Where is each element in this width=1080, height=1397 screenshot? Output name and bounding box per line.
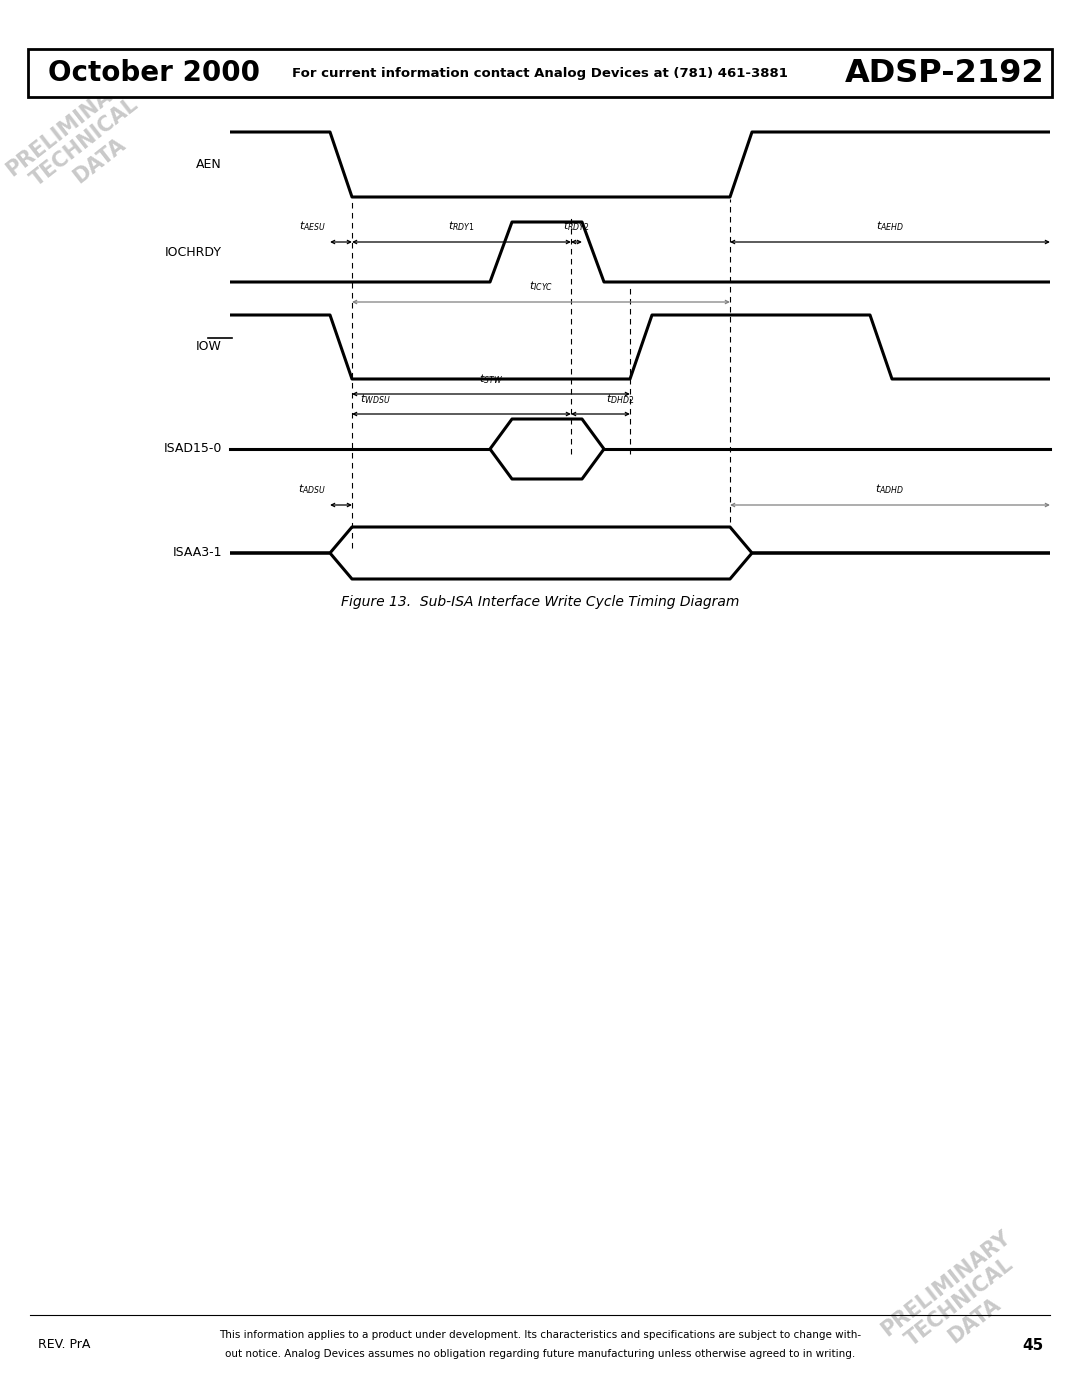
Text: IOW: IOW xyxy=(197,341,222,353)
Text: $t_{WDSU}$: $t_{WDSU}$ xyxy=(360,393,391,407)
Text: 45: 45 xyxy=(1023,1337,1044,1352)
Text: REV. PrA: REV. PrA xyxy=(38,1338,91,1351)
Text: For current information contact Analog Devices at (781) 461-3881: For current information contact Analog D… xyxy=(292,67,788,80)
Text: $t_{ICYC}$: $t_{ICYC}$ xyxy=(529,279,553,293)
Text: $t_{AEHD}$: $t_{AEHD}$ xyxy=(876,219,904,233)
Text: $t_{ADHD}$: $t_{ADHD}$ xyxy=(876,482,905,496)
Text: AEN: AEN xyxy=(197,158,222,170)
Text: PRELIMINARY
TECHNICAL
DATA: PRELIMINARY TECHNICAL DATA xyxy=(877,1227,1043,1377)
Text: $t_{RDY2}$: $t_{RDY2}$ xyxy=(563,219,590,233)
Text: $t_{RDY1}$: $t_{RDY1}$ xyxy=(448,219,475,233)
Text: $t_{DHD2}$: $t_{DHD2}$ xyxy=(606,393,634,407)
Text: out notice. Analog Devices assumes no obligation regarding future manufacturing : out notice. Analog Devices assumes no ob… xyxy=(225,1350,855,1359)
Text: $t_{STW}$: $t_{STW}$ xyxy=(480,372,503,386)
Text: ADSP-2192: ADSP-2192 xyxy=(845,57,1044,88)
Text: $t_{AESU}$: $t_{AESU}$ xyxy=(299,219,326,233)
Text: October 2000: October 2000 xyxy=(48,59,260,87)
Text: This information applies to a product under development. Its characteristics and: This information applies to a product un… xyxy=(219,1330,861,1340)
Text: ISAD15-0: ISAD15-0 xyxy=(164,443,222,455)
Text: Figure 13.  Sub-ISA Interface Write Cycle Timing Diagram: Figure 13. Sub-ISA Interface Write Cycle… xyxy=(341,595,739,609)
Text: IOCHRDY: IOCHRDY xyxy=(165,246,222,258)
Text: PRELIMINARY
TECHNICAL
DATA: PRELIMINARY TECHNICAL DATA xyxy=(2,67,167,217)
Bar xyxy=(28,49,1052,96)
Text: $t_{ADSU}$: $t_{ADSU}$ xyxy=(298,482,326,496)
Text: ISAA3-1: ISAA3-1 xyxy=(173,546,222,560)
